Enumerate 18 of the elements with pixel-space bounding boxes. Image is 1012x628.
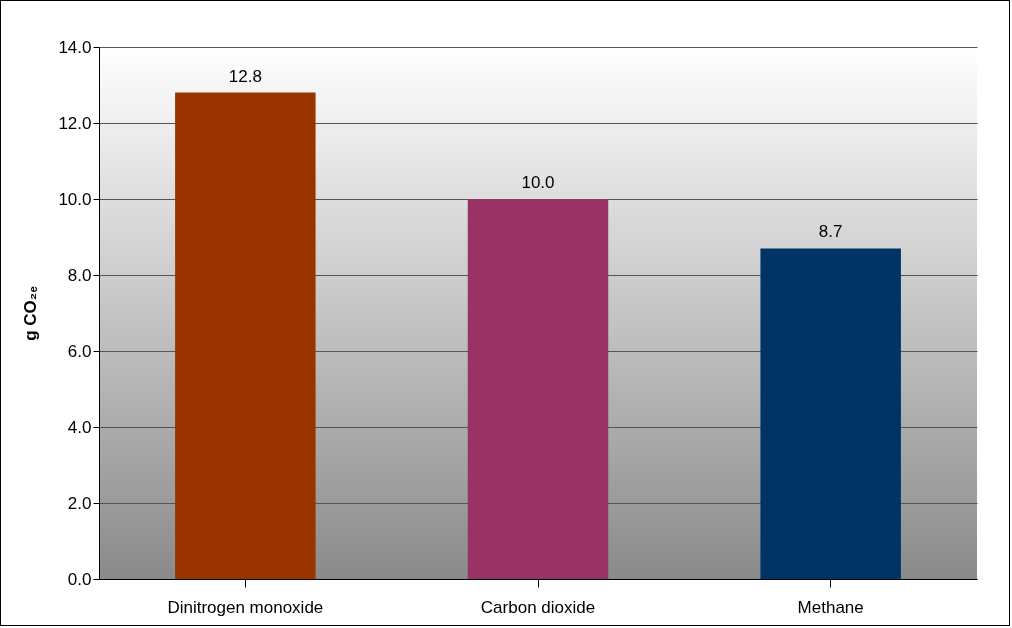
bar — [467, 199, 609, 579]
y-tick-label: 10.0 — [58, 189, 92, 209]
y-tick-label: 14.0 — [58, 37, 92, 57]
x-tick-label: Methane — [797, 597, 864, 617]
y-tick-label: 6.0 — [67, 341, 92, 361]
x-tick-label: Dinitrogen monoxide — [167, 597, 324, 617]
y-axis-title: g CO₂ₑ — [21, 286, 41, 341]
y-tick-label: 8.0 — [67, 265, 92, 285]
data-label: 10.0 — [521, 173, 555, 192]
bar — [175, 92, 316, 579]
y-tick-label: 4.0 — [67, 417, 92, 437]
x-tick-label: Carbon dioxide — [480, 597, 596, 617]
data-label: 12.8 — [228, 66, 262, 86]
y-tick-label: 12.0 — [58, 113, 92, 133]
bar — [760, 248, 901, 579]
y-tick-label: 2.0 — [67, 493, 92, 513]
data-label: 8.7 — [818, 222, 843, 242]
y-tick-label: 0.0 — [67, 569, 92, 589]
